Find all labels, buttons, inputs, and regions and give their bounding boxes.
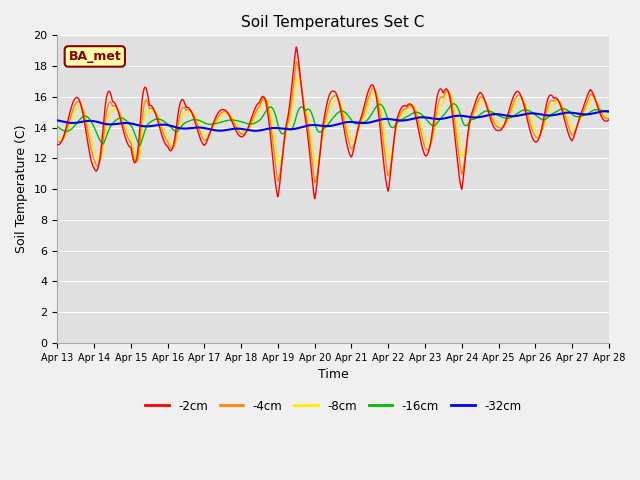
X-axis label: Time: Time: [317, 368, 349, 381]
Text: BA_met: BA_met: [68, 50, 121, 63]
Y-axis label: Soil Temperature (C): Soil Temperature (C): [15, 125, 28, 253]
Legend: -2cm, -4cm, -8cm, -16cm, -32cm: -2cm, -4cm, -8cm, -16cm, -32cm: [140, 395, 526, 417]
Title: Soil Temperatures Set C: Soil Temperatures Set C: [241, 15, 425, 30]
